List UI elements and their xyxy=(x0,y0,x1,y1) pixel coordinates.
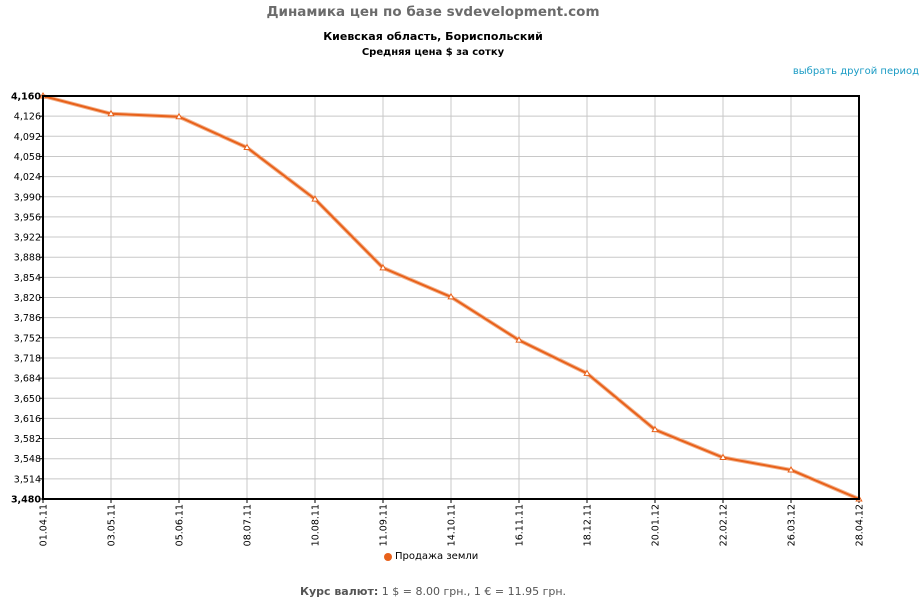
data-point[interactable] xyxy=(311,195,319,202)
x-tick-label: 20.01.12 xyxy=(651,504,662,546)
site-title: Динамика цен по базе svdevelopment.com xyxy=(266,4,600,20)
data-point[interactable] xyxy=(787,465,795,473)
currency-footer: Курс валют: 1 $ = 8.00 грн., 1 € = 11.95… xyxy=(0,585,866,598)
y-axis-ticks: 3,480 3,514 3,548 3,582 3,616 3,650 3,684 3,718… xyxy=(11,92,43,506)
y-tick-label: 3,854 xyxy=(14,273,41,284)
choose-period-link[interactable]: выбрать другой период xyxy=(792,66,919,77)
x-tick-label: 03.05.11 xyxy=(107,504,118,546)
x-tick-label: 10.08.11 xyxy=(311,504,322,546)
currency-label: Курс валют: xyxy=(299,585,379,598)
data-point[interactable] xyxy=(107,109,115,117)
y-tick-label: 4,092 xyxy=(14,132,41,143)
y-tick-label: 3,480 xyxy=(11,495,41,506)
y-tick-label: 3,922 xyxy=(14,233,41,244)
data-point[interactable] xyxy=(515,336,523,343)
x-tick-label: 14.10.11 xyxy=(447,504,458,546)
data-point[interactable] xyxy=(651,425,659,433)
y-tick-label: 3,990 xyxy=(14,192,41,203)
data-point[interactable] xyxy=(243,143,251,151)
y-tick-label: 3,956 xyxy=(14,212,41,223)
data-point[interactable] xyxy=(583,369,591,376)
legend: Продажа земли xyxy=(384,551,478,562)
x-tick-label: 11.09.11 xyxy=(379,504,390,546)
x-tick-label: 18.12.11 xyxy=(583,504,594,546)
data-point[interactable] xyxy=(719,453,727,461)
y-tick-label: 3,582 xyxy=(14,434,41,445)
x-tick-label: 08.07.11 xyxy=(243,504,254,546)
legend-marker xyxy=(384,552,392,561)
x-tick-label: 28.04.12 xyxy=(855,504,866,546)
y-tick-label: 3,650 xyxy=(14,394,41,405)
y-tick-label: 4,024 xyxy=(14,172,41,183)
y-tick-label: 4,126 xyxy=(14,112,41,123)
chart-subtitle: Средняя цена $ за сотку xyxy=(361,47,505,58)
y-tick-label: 3,616 xyxy=(14,414,41,425)
y-tick-label: 3,718 xyxy=(14,353,41,364)
currency-rates: 1 $ = 8.00 грн., 1 € = 11.95 грн. xyxy=(381,585,567,598)
data-point[interactable] xyxy=(175,112,183,120)
x-tick-label: 22.02.12 xyxy=(719,504,730,546)
data-point[interactable] xyxy=(447,292,455,300)
x-tick-label: 01.04.11 xyxy=(39,504,50,546)
y-tick-label: 4,160 xyxy=(11,92,41,103)
y-tick-label: 4,058 xyxy=(14,152,41,163)
series-layer xyxy=(39,91,863,502)
data-point[interactable] xyxy=(379,263,387,271)
y-tick-label: 3,548 xyxy=(14,454,41,465)
plot-frame xyxy=(42,95,860,500)
y-tick-label: 3,684 xyxy=(14,374,41,385)
y-tick-label: 3,752 xyxy=(14,333,41,344)
y-tick-label: 3,888 xyxy=(14,253,41,264)
x-tick-label: 26.03.12 xyxy=(787,504,798,546)
x-axis-ticks: 01.04.11 03.05.11 05.06.11 08.07.11 10.08.11… xyxy=(39,499,866,546)
x-tick-label: 05.06.11 xyxy=(175,504,186,546)
y-tick-label: 3,820 xyxy=(14,293,41,304)
y-tick-label: 3,786 xyxy=(14,313,41,324)
chart-title: Киевская область, Бориспольский xyxy=(323,30,543,43)
x-tick-label: 16.11.11 xyxy=(515,504,526,546)
legend-label: Продажа земли xyxy=(395,551,479,562)
y-tick-label: 3,514 xyxy=(14,474,41,485)
